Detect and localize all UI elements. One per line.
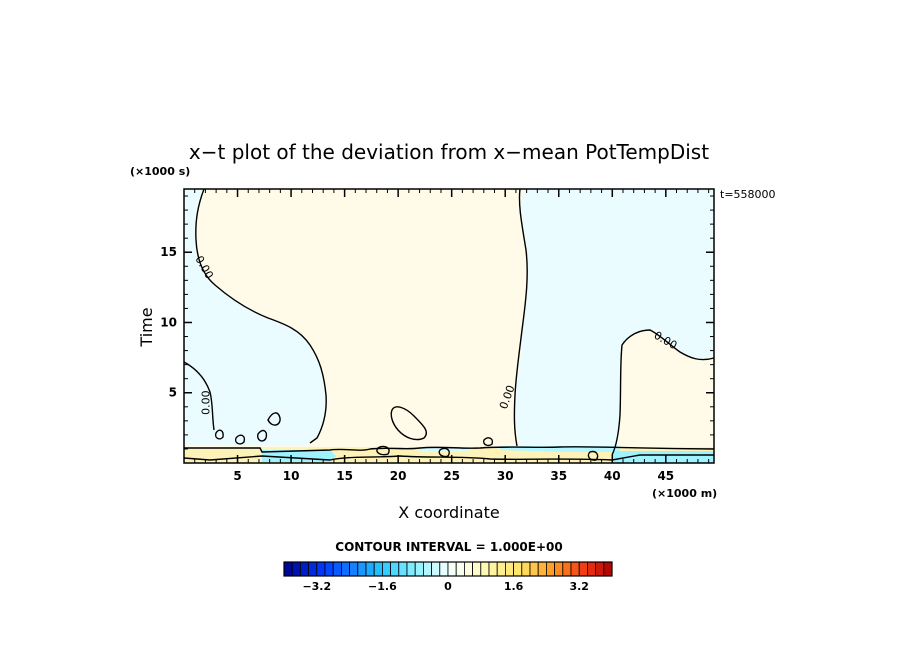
colorbar-cell — [422, 561, 432, 577]
colorbar-cell — [521, 561, 531, 577]
colorbar-cell — [447, 561, 457, 577]
colorbar-cell — [414, 561, 424, 577]
colorbar-cell — [537, 561, 547, 577]
colorbar-cell — [595, 561, 605, 577]
x-unit-label: (×1000 m) — [652, 487, 717, 500]
x-tick-label: 5 — [233, 469, 241, 483]
colorbar-cell — [504, 561, 514, 577]
x-tick-label: 30 — [497, 469, 514, 483]
colorbar-cell — [480, 561, 490, 577]
colorbar-tick-label: 0 — [444, 580, 452, 593]
contour-small-1 — [267, 412, 281, 426]
colorbar-tick-label: 3.2 — [569, 580, 589, 593]
colorbar-cell — [587, 561, 597, 577]
minor-ticks — [184, 189, 714, 463]
colorbar-cell — [554, 561, 564, 577]
x-tick-label: 15 — [336, 469, 353, 483]
major-ticks — [184, 189, 714, 463]
colorbar-cell — [463, 561, 473, 577]
contour-lines — [183, 188, 715, 461]
bottom-band-negative-3 — [612, 451, 714, 463]
colorbar-cell — [332, 561, 342, 577]
colorbar-cell — [488, 561, 498, 577]
x-tick-label: 25 — [443, 469, 460, 483]
contour-small-6 — [587, 450, 599, 461]
x-axis-title: X coordinate — [398, 503, 499, 522]
contour-zero-right-bump — [611, 329, 715, 456]
colorbar-frame — [283, 561, 613, 577]
colorbar-cell — [562, 561, 572, 577]
colorbar-cell — [357, 561, 367, 577]
colorbar-cell — [496, 561, 506, 577]
colorbar-cell — [578, 561, 588, 577]
contour-band-bottom — [183, 454, 714, 461]
contour-small-5 — [482, 437, 494, 447]
colorbar-cell — [431, 561, 441, 577]
colorbar-cell — [291, 561, 301, 577]
y-unit-label: (×1000 s) — [130, 165, 190, 178]
colorbar-cell — [472, 561, 482, 577]
contour-small-3 — [234, 434, 246, 445]
colorbar-cell — [316, 561, 326, 577]
x-tick-label: 20 — [390, 469, 407, 483]
contour-small-4 — [214, 429, 224, 440]
negative-region-left — [184, 189, 327, 446]
colorbar-tick-label: 1.6 — [504, 580, 524, 593]
contour-value-label: 0.00 — [200, 390, 213, 415]
y-tick-label: 15 — [160, 245, 177, 259]
time-annotation: t=558000 — [720, 188, 776, 201]
contour-island — [390, 406, 428, 441]
y-tick-label: 5 — [169, 386, 177, 400]
contour-small-2 — [256, 429, 268, 442]
colorbar-cell — [373, 561, 383, 577]
chart-title: x−t plot of the deviation from x−mean Po… — [189, 140, 709, 164]
colorbar-tick-label: −1.6 — [368, 580, 397, 593]
contour-interval-label: CONTOUR INTERVAL = 1.000E+00 — [335, 540, 562, 554]
colorbar-cell — [365, 561, 375, 577]
colorbar-cell — [455, 561, 465, 577]
colorbar-labels: −3.2 −1.6 0 1.6 3.2 — [302, 580, 589, 593]
colorbar-cell — [603, 561, 613, 577]
bottom-band-negative-4 — [420, 448, 470, 452]
colorbar-cell — [324, 561, 334, 577]
contour-small-7 — [376, 445, 390, 456]
y-axis-title: Time — [137, 307, 156, 347]
negative-region-right — [514, 189, 714, 455]
colorbar-cell — [398, 561, 408, 577]
x-tick-label: 40 — [604, 469, 621, 483]
y-tick-label: 10 — [160, 315, 177, 329]
colorbar-cell — [308, 561, 318, 577]
colorbar-cell — [390, 561, 400, 577]
x-tick-label: 10 — [283, 469, 300, 483]
colorbar-cell — [340, 561, 350, 577]
x-tick-label: 45 — [657, 469, 674, 483]
colorbar-cell — [349, 561, 359, 577]
colorbar-cell — [406, 561, 416, 577]
colorbar-cell — [546, 561, 556, 577]
colorbar-cell — [283, 561, 293, 577]
x-tick-label: 35 — [550, 469, 567, 483]
contour-zero-right — [513, 188, 528, 447]
contour-small-8 — [438, 447, 450, 458]
tick-labels: 5 10 15 20 25 30 35 40 45 5 10 15 — [160, 245, 674, 483]
colorbar-tick-label: −3.2 — [302, 580, 331, 593]
colorbar — [283, 561, 613, 577]
plot-frame — [183, 188, 715, 464]
colorbar-cell — [513, 561, 523, 577]
colorbar-cell — [439, 561, 449, 577]
colorbar-cell — [381, 561, 391, 577]
colorbar-cell — [299, 561, 309, 577]
contour-zero-lower-left — [183, 361, 215, 431]
contour-zero-left — [195, 188, 327, 444]
colorbar-cell — [570, 561, 580, 577]
colorbar-cell — [529, 561, 539, 577]
contour-band-top — [184, 446, 715, 453]
